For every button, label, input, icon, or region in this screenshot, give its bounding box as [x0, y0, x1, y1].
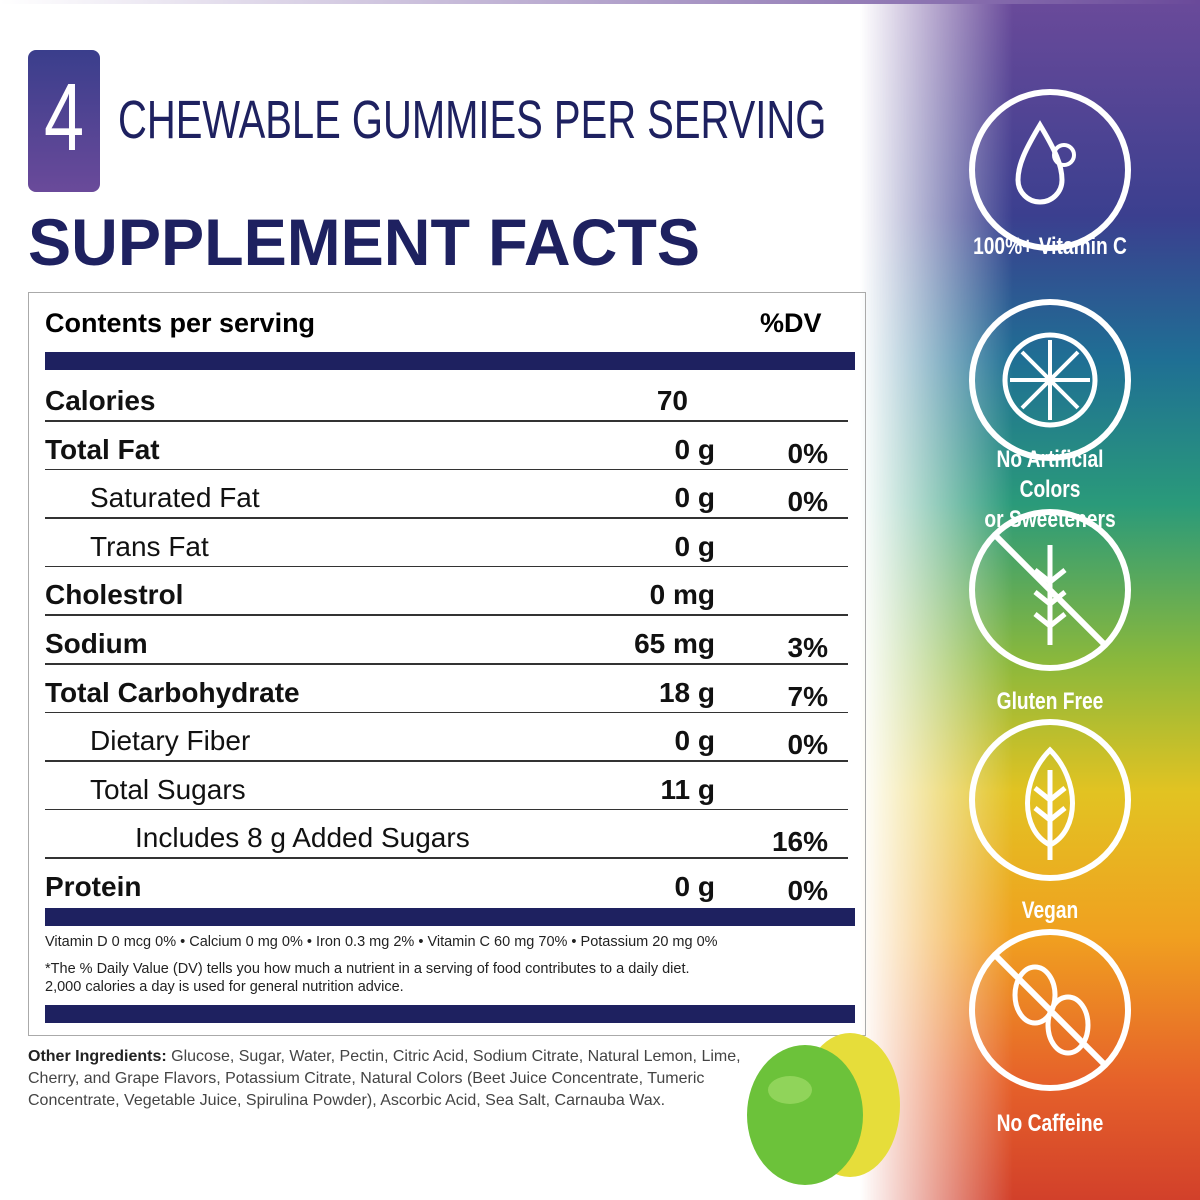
count: 4 [43, 64, 85, 171]
badge-line: 100%+ Vitamin C [973, 233, 1127, 260]
vitamins: Vitamin D 0 mcg 0% • Calcium 0 mg 0% • I… [45, 934, 718, 950]
badge-line: No Artificial Colors [996, 446, 1104, 503]
badge-line: No Caffeine [996, 1110, 1104, 1137]
row-separator [45, 760, 848, 762]
heading: SUPPLEMENT FACTS [28, 205, 701, 279]
ingredients: Other Ingredients: Glucose, Sugar, Water… [28, 1046, 748, 1112]
daily-value: 0% [787, 437, 828, 469]
divider-bar [45, 908, 855, 926]
daily-value: 16% [771, 826, 828, 858]
amount: 18 g [658, 676, 715, 708]
table-row: Calories 70 [45, 375, 848, 423]
table-row: Cholestrol 0 mg [45, 569, 848, 617]
nutrient-name: Total Fat [45, 433, 160, 465]
badge-label: Vegan [970, 896, 1130, 926]
row-separator [45, 711, 848, 714]
count-box [28, 50, 100, 192]
nutrient-name: Dietary Fiber [90, 725, 251, 757]
green-gummy [747, 1045, 863, 1185]
table-row: Saturated Fat 0 g 0% [45, 472, 848, 520]
table-row: Trans Fat 0 g [45, 521, 848, 569]
table-box [28, 292, 866, 1036]
table-row: Dietary Fiber 0 g 0% [45, 715, 848, 763]
nutrient-name: Cholestrol [45, 579, 184, 611]
badge-label: Gluten Free [970, 687, 1130, 717]
amount: 70 [656, 385, 688, 416]
icon-caffeine [969, 929, 1131, 1091]
footnote: 2,000 calories a day is used for general… [45, 979, 404, 995]
badge-line: Gluten Free [996, 688, 1104, 715]
row-separator [45, 517, 848, 519]
daily-value: 0% [787, 729, 828, 761]
table-row: Protein 0 g 0% [45, 861, 848, 909]
amount: 0 g [674, 482, 715, 514]
amount: 11 g [660, 773, 715, 805]
gummies [747, 1033, 900, 1185]
amount: 0 g [674, 530, 715, 562]
table-row: Total Fat 0 g 0% [45, 424, 848, 472]
amount: 0 g [674, 871, 715, 902]
nutrient-name: Saturated Fat [90, 482, 260, 514]
divider-bar [45, 1005, 855, 1023]
column-header: %DV [760, 308, 822, 338]
title: CHEWABLE GUMMIES PER SERVING [118, 90, 827, 150]
icon-leaf [969, 719, 1131, 881]
table-row: Total Carbohydrate 18 g 7% [45, 667, 848, 715]
row-separator [45, 808, 848, 811]
badge-line: Vegan [1021, 897, 1079, 924]
badge-label: No Artificial Colors or Sweeteners [970, 445, 1130, 535]
nutrient-name: Includes 8 g Added Sugars [135, 822, 470, 854]
nutrient-name: Calories [45, 385, 156, 416]
daily-value: 0% [787, 875, 828, 906]
ingredients-label: Other Ingredients: [28, 1048, 167, 1065]
column-header: Contents per serving [45, 308, 316, 338]
badge-icons [969, 89, 1131, 1091]
amount: 0 g [674, 725, 715, 757]
table-row: Includes 8 g Added Sugars 16% [45, 812, 848, 860]
nutrient-name: Total Carbohydrate [45, 676, 300, 708]
divider-bar [45, 352, 855, 370]
daily-value: 7% [787, 680, 828, 712]
icon-vitamin-c [969, 89, 1131, 251]
icon-lemon [969, 299, 1131, 461]
nutrient-name: Protein [45, 871, 142, 902]
row-separator [45, 420, 848, 422]
nutrient-name: Trans Fat [90, 530, 209, 562]
daily-value: 3% [787, 632, 828, 663]
top-line [0, 0, 1200, 4]
ingredients-text: Glucose, Sugar, Water, Pectin, Citric Ac… [28, 1048, 741, 1109]
nutrient-name: Total Sugars [90, 773, 246, 805]
highlight [768, 1076, 812, 1104]
nutrient-name: Sodium [45, 628, 148, 659]
row-separator [45, 857, 848, 859]
icon-gluten [969, 509, 1131, 671]
badge-label: No Caffeine [970, 1109, 1130, 1139]
badge-line: or Sweeteners [984, 506, 1116, 533]
row-separator [45, 468, 848, 471]
daily-value: 0% [787, 486, 828, 518]
footnote: *The % Daily Value (DV) tells you how mu… [45, 961, 690, 977]
table-row: Sodium 65 mg 3% [45, 618, 848, 666]
row-separator [45, 663, 848, 665]
row-separator [45, 614, 848, 616]
amount: 0 g [674, 433, 715, 465]
table-row: Total Sugars 11 g [45, 764, 848, 812]
row-separator [45, 565, 848, 568]
amount: 65 mg [634, 628, 715, 659]
badge-label: 100%+ Vitamin C [970, 232, 1130, 262]
amount: 0 mg [649, 579, 715, 611]
